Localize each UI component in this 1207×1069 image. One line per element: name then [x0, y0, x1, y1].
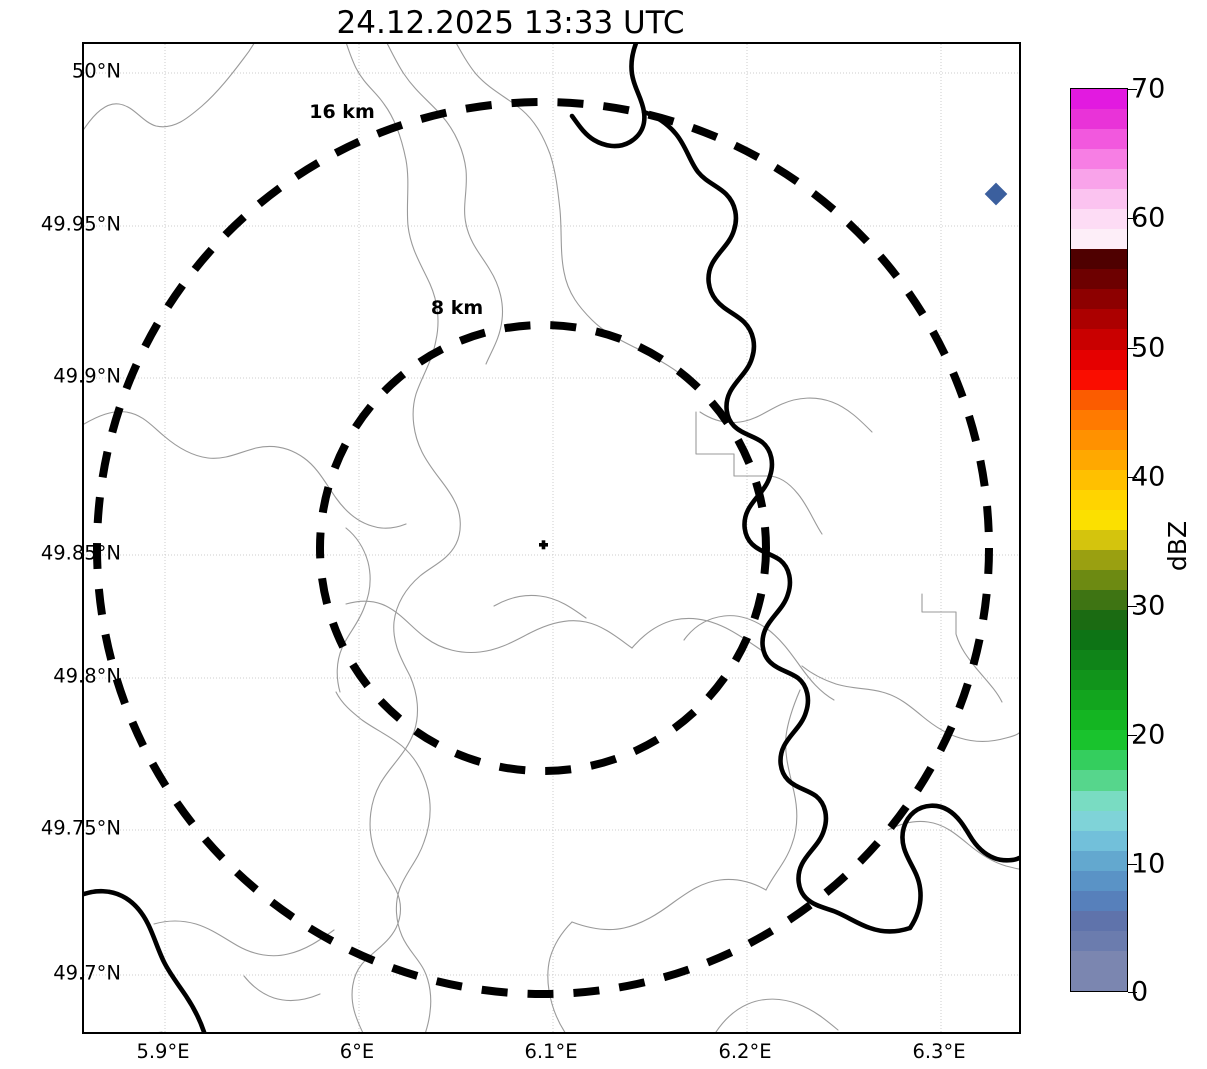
- colorbar-tick-label-20: 20: [1131, 719, 1166, 751]
- colorbar-band-31: [1071, 349, 1127, 370]
- range-ring-label-16km: 16 km: [309, 101, 375, 123]
- colorbar-tickmark-60: [1128, 218, 1137, 219]
- colorbar-band-38: [1071, 209, 1127, 230]
- colorbar-tickmark-20: [1128, 735, 1137, 736]
- colorbar-band-28: [1071, 409, 1127, 430]
- y-tick-label-4995n: 49.95°N: [40, 212, 121, 236]
- colorbar-band-44: [1071, 88, 1127, 109]
- colorbar-band-4: [1071, 890, 1127, 911]
- colorbar[interactable]: [1070, 88, 1128, 992]
- y-tick-label-4975n: 49.75°N: [40, 816, 121, 840]
- x-tick-label-61e: 6.1°E: [524, 1040, 578, 1063]
- colorbar-tick-label-60: 60: [1131, 202, 1166, 234]
- colorbar-band-32: [1071, 329, 1127, 350]
- colorbar-band-20: [1071, 570, 1127, 591]
- y-tick-label-50n: 50°N: [71, 59, 121, 83]
- national-border: [84, 44, 1019, 1032]
- colorbar-tick-label-30: 30: [1131, 590, 1166, 622]
- colorbar-band-15: [1071, 670, 1127, 691]
- colorbar-tickmark-30: [1128, 606, 1137, 607]
- range-ring-8km: [316, 321, 770, 775]
- colorbar-axis-label: dBZ: [1163, 520, 1192, 572]
- x-tick-label-59e: 5.9°E: [136, 1040, 190, 1063]
- colorbar-band-39: [1071, 189, 1127, 210]
- colorbar-band-33: [1071, 309, 1127, 330]
- page-title: 24.12.2025 13:33 UTC: [336, 5, 685, 41]
- colorbar-band-2: [1071, 930, 1127, 951]
- colorbar-band-16: [1071, 650, 1127, 671]
- colorbar-band-5: [1071, 870, 1127, 891]
- colorbar-band-10: [1071, 770, 1127, 791]
- gridlines: [84, 44, 1019, 1032]
- colorbar-band-27: [1071, 429, 1127, 450]
- y-tick-label-497n: 49.7°N: [53, 961, 121, 985]
- colorbar-tick-label-10: 10: [1131, 848, 1166, 880]
- station-marker-icon: [984, 182, 1008, 206]
- radar-map-axes[interactable]: 16 km 8 km: [82, 42, 1021, 1034]
- range-ring-label-8km: 8 km: [430, 297, 484, 319]
- colorbar-tickmark-10: [1128, 864, 1137, 865]
- colorbar-tick-label-0: 0: [1131, 976, 1149, 1008]
- colorbar-band-0: [1071, 970, 1127, 991]
- colorbar-tickmark-70: [1128, 89, 1137, 90]
- colorbar-band-12: [1071, 730, 1127, 751]
- y-tick-label-499n: 49.9°N: [53, 364, 121, 388]
- colorbar-band-29: [1071, 389, 1127, 410]
- range-ring-16km: [93, 98, 993, 998]
- radar-site-marker: [539, 540, 548, 550]
- colorbar-band-8: [1071, 810, 1127, 831]
- colorbar-tickmark-50: [1128, 348, 1137, 349]
- colorbar-band-41: [1071, 149, 1127, 170]
- colorbar-band-3: [1071, 910, 1127, 931]
- colorbar-tick-label-50: 50: [1131, 332, 1166, 364]
- colorbar-band-43: [1071, 108, 1127, 129]
- colorbar-band-34: [1071, 289, 1127, 310]
- colorbar-band-17: [1071, 630, 1127, 651]
- colorbar-band-7: [1071, 830, 1127, 851]
- colorbar-band-19: [1071, 590, 1127, 611]
- colorbar-band-37: [1071, 229, 1127, 250]
- colorbar-band-36: [1071, 249, 1127, 270]
- y-tick-label-4985n: 49.85°N: [40, 541, 121, 565]
- map-canvas: [84, 44, 1019, 1032]
- colorbar-band-23: [1071, 509, 1127, 530]
- colorbar-band-9: [1071, 790, 1127, 811]
- colorbar-tickmark-0: [1128, 992, 1137, 993]
- colorbar-band-40: [1071, 169, 1127, 190]
- x-tick-label-6e: 6°E: [339, 1040, 375, 1063]
- colorbar-band-25: [1071, 469, 1127, 490]
- colorbar-band-14: [1071, 690, 1127, 711]
- colorbar-band-42: [1071, 128, 1127, 150]
- colorbar-band-21: [1071, 549, 1127, 571]
- admin-boundaries: [84, 44, 1019, 1032]
- colorbar-tick-label-40: 40: [1131, 461, 1166, 493]
- x-tick-label-62e: 6.2°E: [718, 1040, 772, 1063]
- x-tick-label-63e: 6.3°E: [912, 1040, 966, 1063]
- colorbar-band-26: [1071, 449, 1127, 470]
- colorbar-band-1: [1071, 950, 1127, 971]
- range-rings: [93, 98, 993, 998]
- colorbar-band-13: [1071, 710, 1127, 731]
- colorbar-band-30: [1071, 369, 1127, 390]
- colorbar-band-18: [1071, 610, 1127, 631]
- colorbar-band-22: [1071, 529, 1127, 550]
- colorbar-band-35: [1071, 269, 1127, 290]
- colorbar-band-24: [1071, 489, 1127, 510]
- colorbar-band-6: [1071, 850, 1127, 871]
- colorbar-tickmark-40: [1128, 477, 1137, 478]
- colorbar-tick-label-70: 70: [1131, 73, 1166, 105]
- y-tick-label-498n: 49.8°N: [53, 664, 121, 688]
- colorbar-band-11: [1071, 750, 1127, 771]
